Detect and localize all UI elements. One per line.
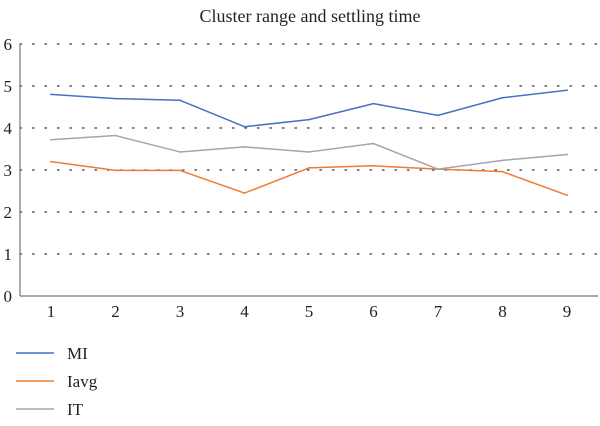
data-point-iavg xyxy=(566,194,568,197)
legend-label: Iavg xyxy=(67,372,98,391)
data-point-it xyxy=(437,168,439,171)
data-point-it xyxy=(501,159,504,162)
data-point-mi xyxy=(114,97,117,100)
x-tick-label: 4 xyxy=(240,302,249,321)
legend-item-iavg: Iavg xyxy=(16,372,98,391)
data-point-it xyxy=(243,146,246,148)
y-tick-label: 5 xyxy=(4,77,13,96)
data-point-iavg xyxy=(243,192,246,195)
y-tick-label: 6 xyxy=(4,35,13,54)
legend-label: IT xyxy=(67,400,84,419)
series-line-mi xyxy=(50,89,568,128)
y-tick-labels: 0 1 2 3 4 5 6 xyxy=(4,35,13,306)
x-tick-label: 5 xyxy=(305,302,314,321)
data-point-it xyxy=(114,134,117,137)
data-point-it xyxy=(50,138,52,141)
series-lines xyxy=(50,89,568,197)
legend-item-it: IT xyxy=(16,400,84,419)
y-tick-label: 3 xyxy=(4,161,13,180)
data-point-iavg xyxy=(114,169,117,172)
x-tick-label: 6 xyxy=(369,302,378,321)
data-point-mi xyxy=(437,114,439,117)
data-point-mi xyxy=(501,96,504,99)
x-tick-label: 7 xyxy=(434,302,443,321)
x-tick-labels: 1 2 3 4 5 6 7 8 9 xyxy=(47,302,572,321)
x-tick-label: 1 xyxy=(47,302,56,321)
y-tick-label: 1 xyxy=(4,245,13,264)
x-tick-label: 3 xyxy=(176,302,185,321)
y-tick-label: 2 xyxy=(4,203,13,222)
data-point-it xyxy=(566,153,568,156)
axes xyxy=(19,44,598,297)
y-tick-label: 0 xyxy=(4,287,13,306)
data-point-it xyxy=(372,142,375,145)
data-point-mi xyxy=(179,99,181,102)
legend-label: MI xyxy=(67,344,88,363)
data-point-mi xyxy=(50,93,52,96)
x-tick-label: 8 xyxy=(498,302,507,321)
chart-title: Cluster range and settling time xyxy=(200,6,421,26)
data-point-mi xyxy=(308,118,310,121)
series-line-iavg xyxy=(50,160,568,196)
x-tick-label: 9 xyxy=(563,302,572,321)
data-point-iavg xyxy=(179,169,181,172)
legend-item-mi: MI xyxy=(16,344,88,363)
data-point-iavg xyxy=(372,164,375,167)
data-point-iavg xyxy=(50,160,52,163)
data-point-mi xyxy=(372,102,375,105)
y-tick-label: 4 xyxy=(4,119,13,138)
x-tick-label: 2 xyxy=(111,302,120,321)
data-point-it xyxy=(308,151,310,153)
data-point-mi xyxy=(566,89,568,92)
data-point-iavg xyxy=(308,167,310,169)
data-point-it xyxy=(179,151,181,153)
data-point-iavg xyxy=(501,170,504,173)
gridlines xyxy=(19,43,599,255)
data-point-mi xyxy=(243,125,246,128)
legend: MI Iavg IT xyxy=(16,344,98,419)
